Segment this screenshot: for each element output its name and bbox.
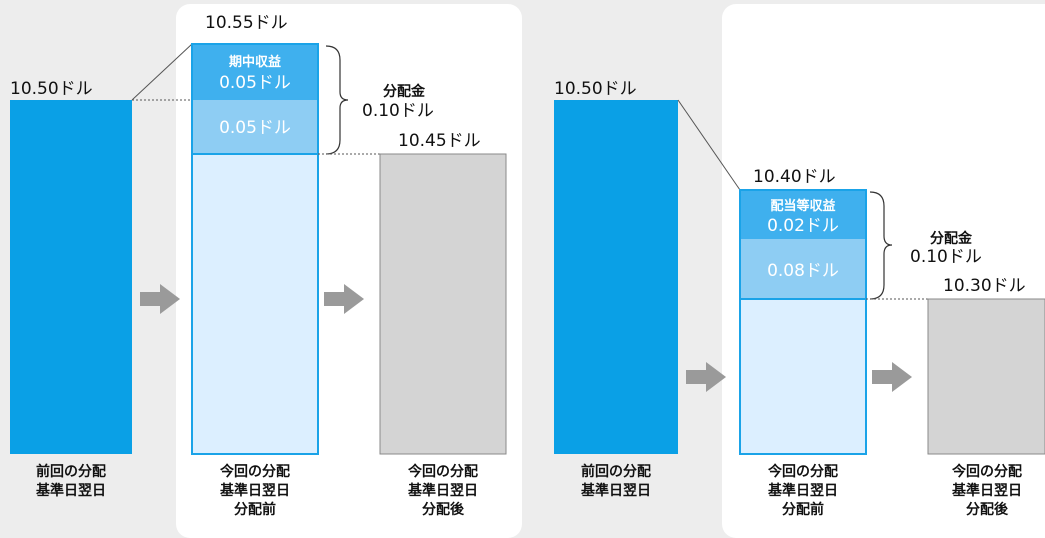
left-after-caption-1: 今回の分配 — [407, 463, 478, 480]
right-prev-caption-1: 前回の分配 — [581, 463, 651, 480]
left-dist-amount: 0.10ドル — [362, 101, 434, 121]
left-income-block — [193, 45, 317, 100]
right-prev-caption-2: 基準日翌日 — [581, 482, 651, 499]
right-scenario: 10.50ドル 10.40ドル 配当等収益 0.02ドル 0.08ドル 分配金 … — [554, 79, 1045, 518]
right-before-value: 10.40ドル — [753, 167, 836, 187]
left-scenario: 10.50ドル 10.55ドル 期中収益 0.05ドル 0.05ドル 分配金 0… — [10, 13, 507, 518]
right-income-block — [741, 191, 865, 239]
right-arrow-icon — [140, 284, 180, 314]
left-income-title: 期中収益 — [229, 54, 281, 70]
left-after-caption-2: 基準日翌日 — [408, 482, 478, 499]
right-brace — [869, 191, 893, 300]
left-prev-caption-2: 基準日翌日 — [36, 482, 106, 499]
right-dist-title: 分配金 — [930, 230, 973, 247]
right-prev-value: 10.50ドル — [554, 79, 637, 99]
right-after-caption-3: 分配後 — [966, 501, 1009, 518]
left-before-caption-1: 今回の分配 — [219, 463, 290, 480]
left-after-value: 10.45ドル — [398, 131, 481, 151]
left-guide-top — [131, 43, 193, 101]
left-after-caption-3: 分配後 — [422, 501, 465, 518]
right-prev-bar — [554, 100, 678, 454]
left-income-amount: 0.05ドル — [219, 73, 291, 93]
right-arrow-icon — [872, 362, 912, 392]
right-arrow-icon — [686, 362, 726, 392]
right-before-caption-2: 基準日翌日 — [768, 482, 838, 499]
right-before-caption-3: 分配前 — [782, 501, 824, 518]
right-dist-amount: 0.10ドル — [910, 247, 982, 267]
right-income-title: 配当等収益 — [770, 198, 835, 214]
right-after-value: 10.30ドル — [943, 276, 1026, 296]
left-capital-block — [193, 100, 317, 154]
left-before-caption-3: 分配前 — [234, 501, 276, 518]
left-prev-caption-1: 前回の分配 — [36, 463, 106, 480]
left-prev-value: 10.50ドル — [10, 79, 93, 99]
left-after-bar — [379, 153, 507, 455]
left-prev-bar — [10, 100, 132, 454]
left-before-value: 10.55ドル — [205, 13, 288, 33]
right-before-caption-1: 今回の分配 — [767, 463, 838, 480]
left-capital-amount: 0.05ドル — [219, 118, 291, 138]
right-after-caption-1: 今回の分配 — [951, 463, 1022, 480]
left-dist-title: 分配金 — [383, 83, 426, 100]
right-after-bar — [927, 298, 1045, 455]
right-arrow-icon — [324, 284, 364, 314]
left-brace — [325, 45, 349, 155]
right-capital-block — [741, 239, 865, 299]
left-before-caption-2: 基準日翌日 — [220, 482, 290, 499]
right-capital-amount: 0.08ドル — [767, 261, 839, 281]
right-income-amount: 0.02ドル — [767, 216, 839, 236]
right-after-caption-2: 基準日翌日 — [952, 482, 1022, 499]
right-guide-top — [677, 99, 741, 191]
